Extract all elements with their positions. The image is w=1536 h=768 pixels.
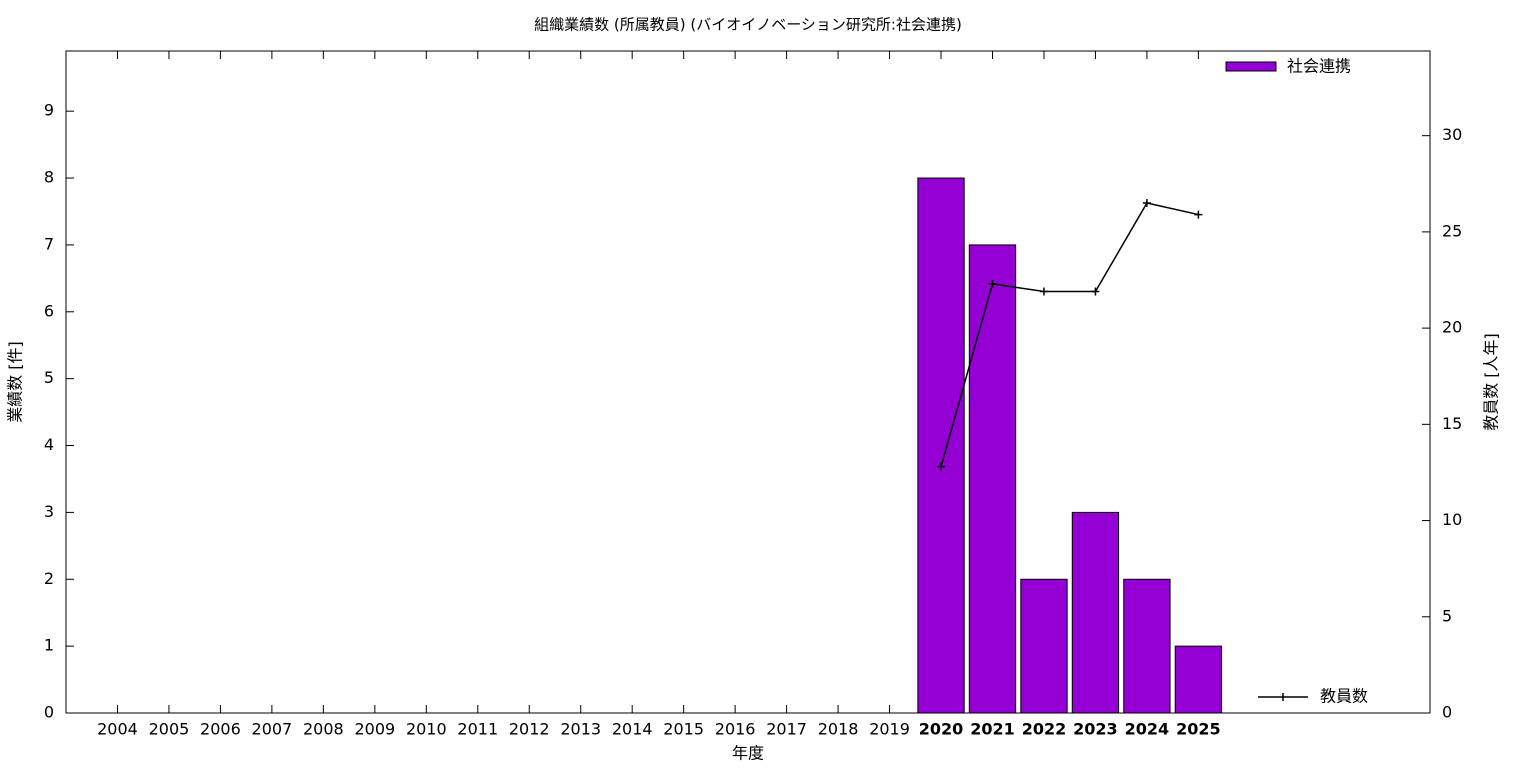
y-tick-label: 8 (44, 168, 54, 187)
x-tick-label: 2018 (818, 720, 859, 739)
x-tick-label: 2013 (560, 720, 601, 739)
point (988, 279, 997, 288)
x-tick-label: 2020 (919, 720, 964, 739)
y2-tick-label: 0 (1442, 703, 1452, 722)
y2-tick-label: 15 (1442, 414, 1462, 433)
bar (917, 177, 965, 714)
x-tick-label: 2017 (766, 720, 807, 739)
x-tick-label: 2021 (970, 720, 1015, 739)
y-tick-label: 5 (44, 368, 54, 387)
x-axis-label: 年度 (732, 744, 764, 763)
x-tick-label: 2005 (149, 720, 190, 739)
x-tick-label: 2011 (457, 720, 498, 739)
y2-tick-label: 30 (1442, 125, 1462, 144)
point (1039, 287, 1048, 296)
y-tick-label: 9 (44, 101, 54, 120)
bar (968, 244, 1017, 714)
plot-frame (65, 50, 1431, 714)
x-tick-label: 2007 (252, 720, 293, 739)
line (940, 202, 1199, 467)
x-tick-label: 2023 (1073, 720, 1118, 739)
y-tick-label: 3 (44, 502, 54, 521)
legend-label: 教員数 (1320, 687, 1368, 706)
bar (1123, 578, 1171, 714)
point (1091, 287, 1100, 296)
x-tick-label: 2006 (200, 720, 241, 739)
x-tick-label: 2012 (509, 720, 550, 739)
x-tick-label: 2010 (406, 720, 447, 739)
y2-tick-label: 10 (1442, 510, 1462, 529)
bar (1174, 645, 1223, 714)
x-tick-label: 2024 (1125, 720, 1170, 739)
x-tick-label: 2004 (97, 720, 138, 739)
bar (1020, 578, 1068, 714)
y2-axis-label: 教員数 [人年] (1482, 333, 1501, 431)
x-tick-label: 2015 (663, 720, 704, 739)
y-tick-label: 1 (44, 636, 54, 655)
y2-tick-label: 20 (1442, 318, 1462, 337)
y2-tick-label: 5 (1442, 606, 1452, 625)
x-tick-label: 2009 (354, 720, 395, 739)
x-tick-label: 2025 (1176, 720, 1221, 739)
y-tick-label: 6 (44, 301, 54, 320)
x-tick-label: 2019 (869, 720, 910, 739)
x-tick-label: 2008 (303, 720, 344, 739)
y2-tick-label: 25 (1442, 221, 1462, 240)
y-tick-label: 2 (44, 569, 54, 588)
point (1194, 210, 1203, 219)
point (1142, 199, 1151, 208)
y-tick-label: 7 (44, 234, 54, 253)
y-tick-label: 4 (44, 435, 54, 454)
point (937, 462, 946, 471)
y-axis-label: 業績数 [件] (6, 341, 25, 423)
chart-title: 組織業績数 (所属教員) (バイオイノベーション研究所:社会連携) (534, 16, 962, 34)
legend-swatch (1225, 61, 1277, 72)
x-tick-label: 2022 (1022, 720, 1067, 739)
legend-label: 社会連携 (1287, 57, 1351, 76)
y-tick-label: 0 (44, 703, 54, 722)
x-tick-label: 2016 (715, 720, 756, 739)
bar (1071, 511, 1120, 714)
x-tick-label: 2014 (612, 720, 653, 739)
